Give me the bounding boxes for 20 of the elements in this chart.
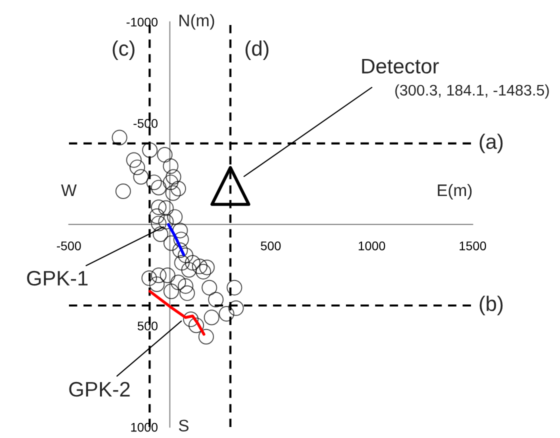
text: GPK-2	[69, 382, 130, 397]
x-axis-title: E(m)	[438, 184, 472, 200]
annotation: W	[61, 184, 77, 196]
annotation: S	[178, 420, 189, 432]
annotation: (300.3, 184.1, -1483.5)	[395, 84, 549, 99]
x-tick-label: -500	[56, 241, 81, 250]
ref-line-label: (b)	[480, 296, 503, 316]
y-tick-label: -1000	[126, 18, 158, 27]
x-tick-label: 1000	[358, 241, 386, 250]
x-tick-label: 1500	[460, 241, 486, 250]
text: Detector	[362, 58, 439, 74]
y-tick-label: 500	[138, 322, 158, 330]
ref-line-label: (d)	[246, 40, 268, 60]
ref-line-label: (a)	[480, 134, 503, 154]
text: GPK-1	[27, 270, 88, 286]
x-tick-label: 500	[260, 241, 281, 250]
y-tick-label: 1000	[131, 422, 158, 432]
y-tick-label: -500	[134, 118, 158, 128]
ref-line-label: (c)	[112, 40, 134, 60]
y-axis-title: N(m)	[180, 14, 214, 30]
